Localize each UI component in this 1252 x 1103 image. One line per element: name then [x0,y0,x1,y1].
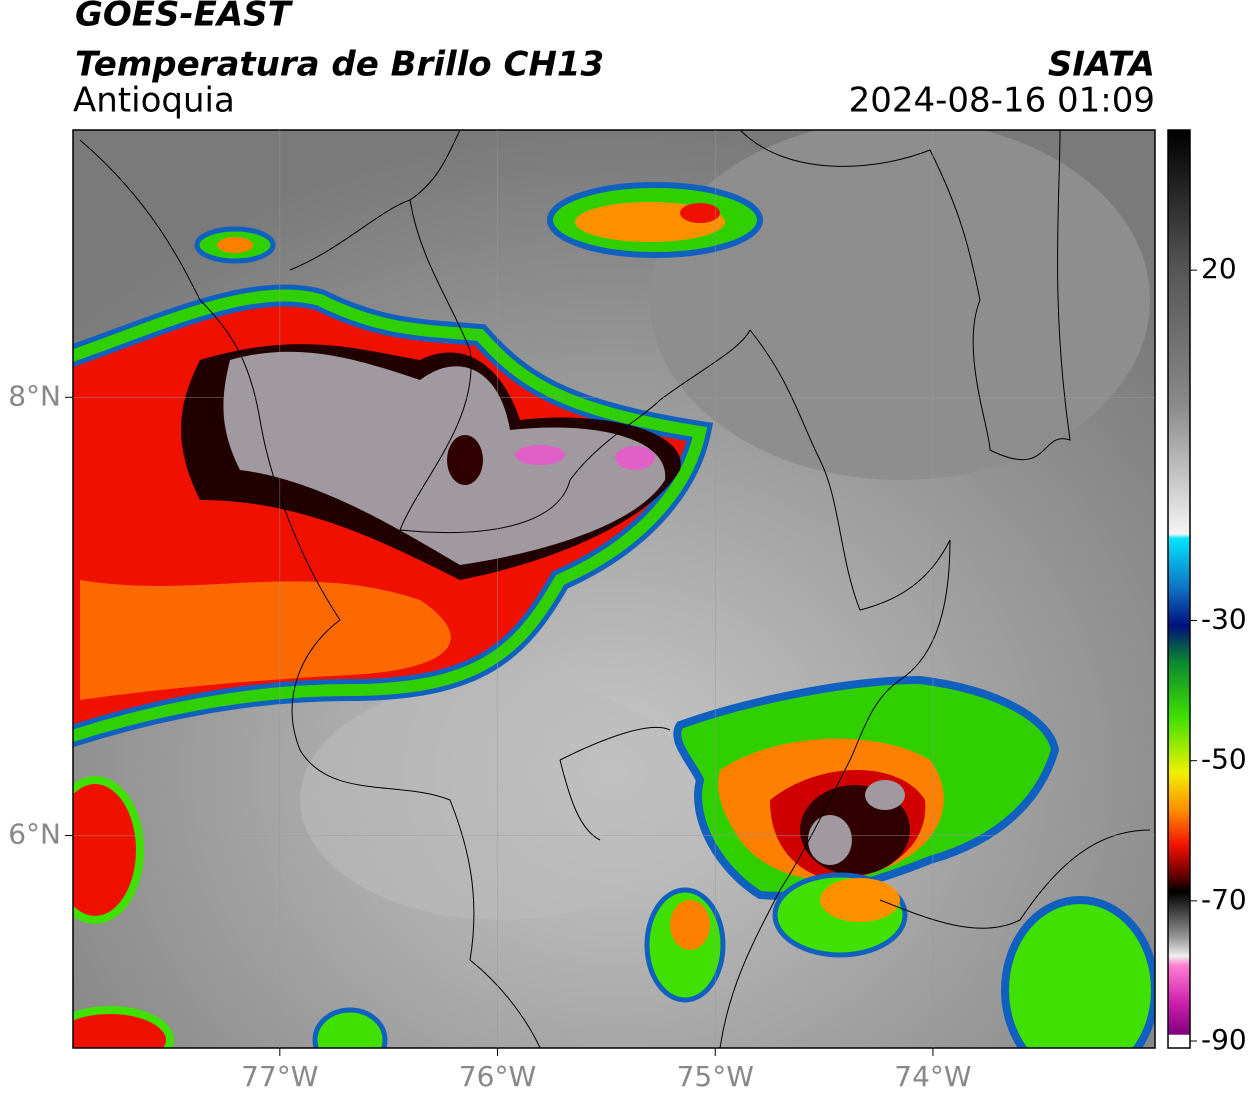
colorbar-tick-label: -30 [1201,603,1247,636]
map-frame [72,129,1156,1049]
colorbar [1167,129,1191,1049]
x-tick-label: 75°W [677,1060,754,1093]
satellite-image [73,130,1155,1048]
title: GOES-EAST [75,0,294,35]
subtitle: Temperatura de Brillo CH13 [75,45,604,85]
colorbar-tick-label: 20 [1201,252,1237,285]
source: SIATA [1048,45,1155,85]
x-tick-label: 76°W [459,1060,536,1093]
colorbar-tick-label: -90 [1201,1023,1247,1056]
datetime: 2024-08-16 01:09 [849,81,1155,121]
y-tick-label: 6°N [8,817,61,850]
y-tick-label: 8°N [8,379,61,412]
x-tick-label: 77°W [241,1060,318,1093]
colorbar-tick-label: -70 [1201,883,1247,916]
colorbar-tick-label: -50 [1201,743,1247,776]
region: Antioquia [73,81,235,121]
x-tick-label: 74°W [894,1060,971,1093]
